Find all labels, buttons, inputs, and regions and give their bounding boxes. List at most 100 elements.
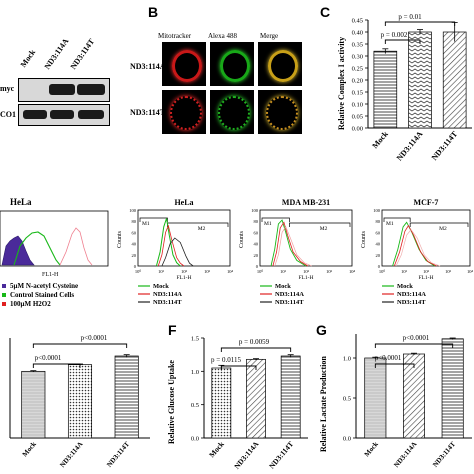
flow-ylabel: Counts (361, 230, 367, 248)
x-tick-label: ND3:114T (430, 129, 460, 162)
y-tick-label: 1.5 (191, 336, 199, 343)
green-histogram (270, 219, 307, 267)
flow1-pink-histogram (59, 227, 93, 266)
row-label-co1: CO1 (0, 110, 16, 119)
significance-bracket-inner (220, 365, 257, 370)
flow1-legend: 5μM N-acetyl Cysteine Control Stained Ce… (2, 282, 78, 308)
co1-band-114a (50, 110, 74, 119)
flow-y-tick-label: 60 (132, 230, 137, 235)
flow1-frame (0, 210, 109, 267)
bar-1 (373, 50, 398, 129)
flow-legend-label: Mock (275, 283, 291, 290)
x-tick-label: ND3:114A (392, 440, 418, 469)
gate-m1-label: M1 (264, 221, 272, 227)
flow-y-tick-label: 20 (132, 253, 137, 258)
gate-m1 (383, 217, 411, 222)
chart-e-plot: Mock ND3:114A ND3:114T (9, 338, 150, 469)
bar-3 (114, 355, 139, 439)
flow1-legend-3: 100μM H2O2 (10, 300, 51, 308)
y-tick-label: 0.45 (352, 18, 363, 25)
x-tick-label: ND3:114T (431, 440, 457, 469)
micro-114a-mitotracker (162, 42, 206, 86)
flow-y-tick-label: 0 (134, 264, 137, 269)
y-tick-label: 0.05 (352, 114, 363, 121)
bar-3 (441, 338, 464, 439)
significance-bracket-inner (384, 39, 421, 44)
flow1-xlabel: FL1-H (42, 272, 59, 278)
gate-m1 (139, 217, 168, 222)
flow-y-tick-label: 100 (129, 208, 137, 213)
gate-m2-label: M2 (198, 226, 206, 232)
flow1-legend-2: Control Stained Cells (10, 291, 74, 299)
flow-panel-1: HeLa FL1-H 5μM N-acetyl Cysteine Control… (0, 197, 109, 308)
micro-114t-merge (258, 90, 302, 134)
gate-m1 (261, 217, 290, 222)
flow-x-tick-label: 10¹ (158, 269, 165, 274)
flow-legend-label: ND3:114A (153, 291, 182, 298)
chart-c-pvalue-inner: p = 0.002 (381, 31, 408, 39)
chart-f-plot: 0.0 0.5 1.0 1.5 Mock ND3:114A ND3:114T (191, 336, 308, 471)
flow-y-tick-label: 60 (254, 230, 259, 235)
flow-legend-label: Mock (153, 283, 169, 290)
row-label-myc: myc (0, 84, 15, 93)
chart-g-pvalue-inner: p<0.0001 (375, 354, 402, 362)
panel-letter-b: B (148, 4, 159, 20)
gate-m2-label: M2 (320, 226, 328, 232)
flow-legend-label: ND3:114T (153, 299, 182, 306)
y-tick-label: 0.15 (352, 90, 363, 97)
cell-signal (268, 50, 298, 82)
micro-114a-alexa (210, 42, 254, 86)
myc-band-114t (77, 84, 105, 95)
cell-signal (170, 96, 202, 130)
flow-title: MCF-7 (414, 198, 439, 207)
red-histogram (157, 224, 185, 267)
red-histogram (272, 221, 309, 267)
flow-x-tick-label: 10³ (204, 269, 211, 274)
myc-blot (18, 78, 110, 102)
flow-x-tick-label: 10¹ (401, 269, 408, 274)
flow-legend-label: ND3:114A (397, 291, 426, 298)
chart-g: 0.0 0.5 1.0 Mock ND3:114A ND3:114T Relative L… (319, 334, 472, 469)
x-tick-label: Mock (370, 129, 390, 150)
flow-x-tick-label: 10⁰ (135, 269, 142, 274)
x-tick-label: ND3:114A (395, 129, 425, 162)
co1-band-114t (78, 110, 104, 119)
x-tick-label: Mock (21, 440, 38, 458)
x-tick-label: Mock (207, 439, 226, 459)
significance-bracket-outer (384, 21, 456, 26)
flow-x-tick-label: 10² (181, 269, 188, 274)
chart-g-ylabel: Relative Lactate Production (319, 356, 328, 452)
flow-x-tick-label: 10¹ (280, 269, 287, 274)
flow1-title: HeLa (10, 197, 32, 207)
chart-e-pvalue-inner: p<0.0001 (35, 354, 62, 362)
flow-frame (259, 209, 353, 267)
flow-y-tick-label: 80 (132, 219, 137, 224)
flow-panel-2: HeLa 0 20 40 60 80 100 Counts 10⁰ 10¹ 10² 10³ 10⁴ FL1… (117, 198, 233, 306)
panel-letter-c: C (320, 4, 331, 20)
y-tick-label: 0.10 (352, 102, 363, 109)
flow-y-tick-label: 40 (254, 242, 259, 247)
chart-f-pvalue-outer: p = 0.0059 (239, 338, 270, 346)
flow-frame (381, 209, 471, 267)
co1-blot (18, 104, 110, 126)
chart-c-plot: 0.00 0.05 0.10 0.15 0.20 0.25 0.30 0.35 0.40 0.45… (352, 18, 472, 163)
myc-band-114a (49, 84, 75, 95)
y-tick-label: 0.30 (352, 54, 363, 61)
bar-2 (246, 358, 266, 439)
significance-bracket-outer (32, 343, 128, 348)
cell-signal (220, 50, 250, 82)
bar-1 (364, 357, 387, 439)
y-tick-label: 0.0 (343, 436, 351, 443)
bar-1 (21, 370, 46, 439)
chart-e: Mock ND3:114A ND3:114T p<0.0001 p<0.0001 (9, 334, 150, 469)
flow-y-tick-label: 40 (376, 242, 381, 247)
flow-y-tick-label: 0 (378, 264, 381, 269)
chart-c-ylabel: Relative Complex I activity (337, 37, 346, 130)
panel-letter-g: G (316, 322, 327, 338)
y-tick-label: 0.5 (343, 396, 351, 403)
significance-bracket-inner (32, 363, 81, 368)
bar-2 (67, 364, 93, 439)
x-tick-label: ND3:114T (105, 440, 131, 469)
y-tick-label: 1.0 (191, 369, 199, 376)
chart-g-pvalue-outer: p<0.0001 (403, 334, 430, 342)
